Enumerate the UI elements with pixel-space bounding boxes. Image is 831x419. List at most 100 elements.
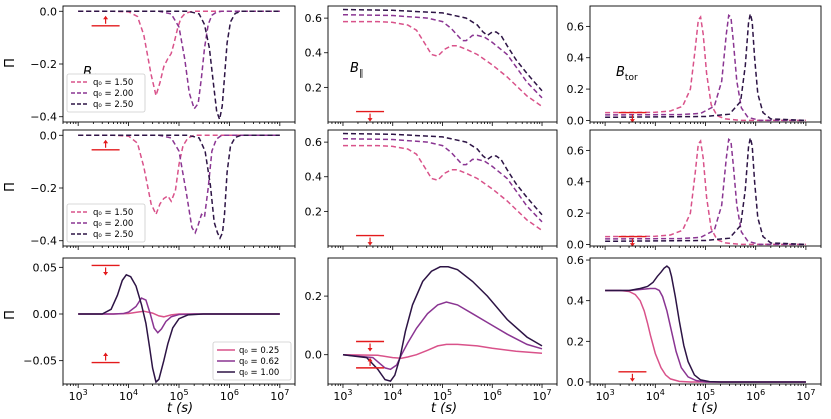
y-tick-label: 0.4 (567, 52, 585, 65)
x-tick-label: 104 (646, 388, 665, 403)
red-marker-1 (618, 111, 647, 123)
x-tick-label: 106 (746, 388, 765, 403)
panel-title: B∥ (350, 61, 363, 79)
legend-entry: q₀ = 2.00 (93, 219, 133, 229)
x-tick-label: 103 (69, 388, 88, 403)
red-marker-1 (91, 264, 120, 276)
y-tick-label: 0.4 (567, 176, 585, 189)
series-line-3 (605, 265, 806, 383)
y-axis-label-row1: Π (3, 58, 18, 68)
x-tick-label: 106 (220, 388, 239, 403)
series-line-2 (78, 10, 280, 111)
y-tick-label: −0.2 (30, 182, 57, 195)
legend-entry: q₀ = 1.50 (93, 78, 133, 88)
x-tick-label: 104 (119, 388, 138, 403)
y-tick-label: 0.00 (33, 308, 58, 321)
series-line-2 (605, 14, 806, 122)
series-line-1 (78, 10, 280, 99)
red-marker-1 (618, 371, 647, 382)
red-marker-1 (356, 234, 385, 246)
series-line-2 (342, 301, 543, 371)
red-marker-2 (91, 352, 120, 364)
series-line-1 (343, 20, 543, 108)
y-tick-label: 0.4 (305, 171, 323, 184)
panel-row1-col2: 0.2 0.4 0.6 B∥ (305, 5, 558, 126)
panel-title: Btor (616, 65, 638, 83)
y-tick-label: 0.6 (567, 144, 585, 157)
plot-frame (327, 5, 558, 123)
red-marker-1 (356, 110, 385, 122)
x-tick-label: 103 (596, 388, 615, 403)
series-line-1 (343, 144, 543, 232)
red-marker-1 (618, 235, 647, 247)
red-marker-1 (91, 15, 120, 27)
series-line-3 (342, 266, 543, 382)
panel-row1-col3: 0.0 0.2 0.4 0.6 Btor (567, 5, 822, 127)
x-tick-label: 107 (796, 388, 815, 403)
x-tick-label: 106 (483, 388, 502, 403)
plot-frame (327, 257, 558, 385)
y-tick-label: 0.6 (567, 20, 585, 33)
series-line-1 (605, 139, 806, 246)
x-tick-label: 107 (270, 388, 289, 403)
series-line-2 (342, 137, 543, 223)
y-tick-label: 0.2 (305, 290, 323, 303)
y-tick-label: 0.6 (567, 254, 585, 267)
y-tick-label: 0.6 (305, 136, 323, 149)
legend-entry: q₀ = 1.00 (239, 368, 279, 378)
x-axis-label-col3: t (s) (692, 401, 718, 416)
red-marker-1 (356, 340, 385, 352)
plot-frame (327, 129, 558, 247)
series-line-2 (78, 134, 280, 235)
x-tick-label: 104 (383, 388, 402, 403)
series-line-3 (342, 8, 543, 92)
panel-row2-col3: 0.0 0.2 0.4 0.6 (567, 129, 822, 251)
legend-entry: q₀ = 1.50 (93, 208, 133, 218)
y-axis-label-row3: Π (3, 310, 18, 320)
y-axis-label-row2: Π (3, 182, 18, 192)
series-line-3 (78, 273, 280, 384)
series-line-1 (605, 15, 806, 122)
y-tick-label: 0.2 (567, 207, 585, 220)
y-tick-label: 0.6 (305, 12, 323, 25)
y-tick-label: −0.4 (30, 235, 57, 248)
y-tick-label: 0.2 (567, 335, 585, 348)
legend-entry: q₀ = 0.25 (239, 346, 279, 356)
x-tick-label: 107 (532, 388, 551, 403)
red-marker-2 (356, 357, 385, 369)
series-line-2 (605, 287, 806, 383)
y-tick-label: 0.2 (305, 81, 323, 94)
series-line-3 (605, 13, 806, 122)
plot-frame (589, 257, 822, 385)
series-line-1 (342, 343, 543, 359)
y-tick-label: −0.4 (30, 111, 57, 124)
legend-entry: q₀ = 2.50 (93, 100, 133, 110)
x-axis-label-col1: t (s) (167, 401, 193, 416)
series-line-1 (605, 289, 806, 383)
y-tick-label: 0.0 (567, 238, 585, 251)
y-tick-label: −0.2 (30, 58, 57, 71)
y-tick-label: 0.2 (567, 83, 585, 96)
legend-entry: q₀ = 0.62 (239, 357, 279, 367)
series-line-3 (78, 134, 280, 240)
y-tick-label: 0.0 (40, 5, 58, 18)
y-tick-label: 0.0 (305, 349, 323, 362)
legend-entry: q₀ = 2.00 (93, 89, 133, 99)
y-tick-label: 0.4 (567, 295, 585, 308)
legend-entry: q₀ = 2.50 (93, 230, 133, 240)
y-tick-label: 0.05 (33, 261, 58, 274)
series-line-2 (342, 13, 543, 99)
x-axis-label-col2: t (s) (431, 401, 457, 416)
red-marker-1 (91, 139, 120, 151)
series-line-1 (78, 134, 280, 217)
series-line-3 (342, 132, 543, 216)
series-line-3 (605, 137, 806, 246)
series-line-2 (605, 138, 806, 246)
